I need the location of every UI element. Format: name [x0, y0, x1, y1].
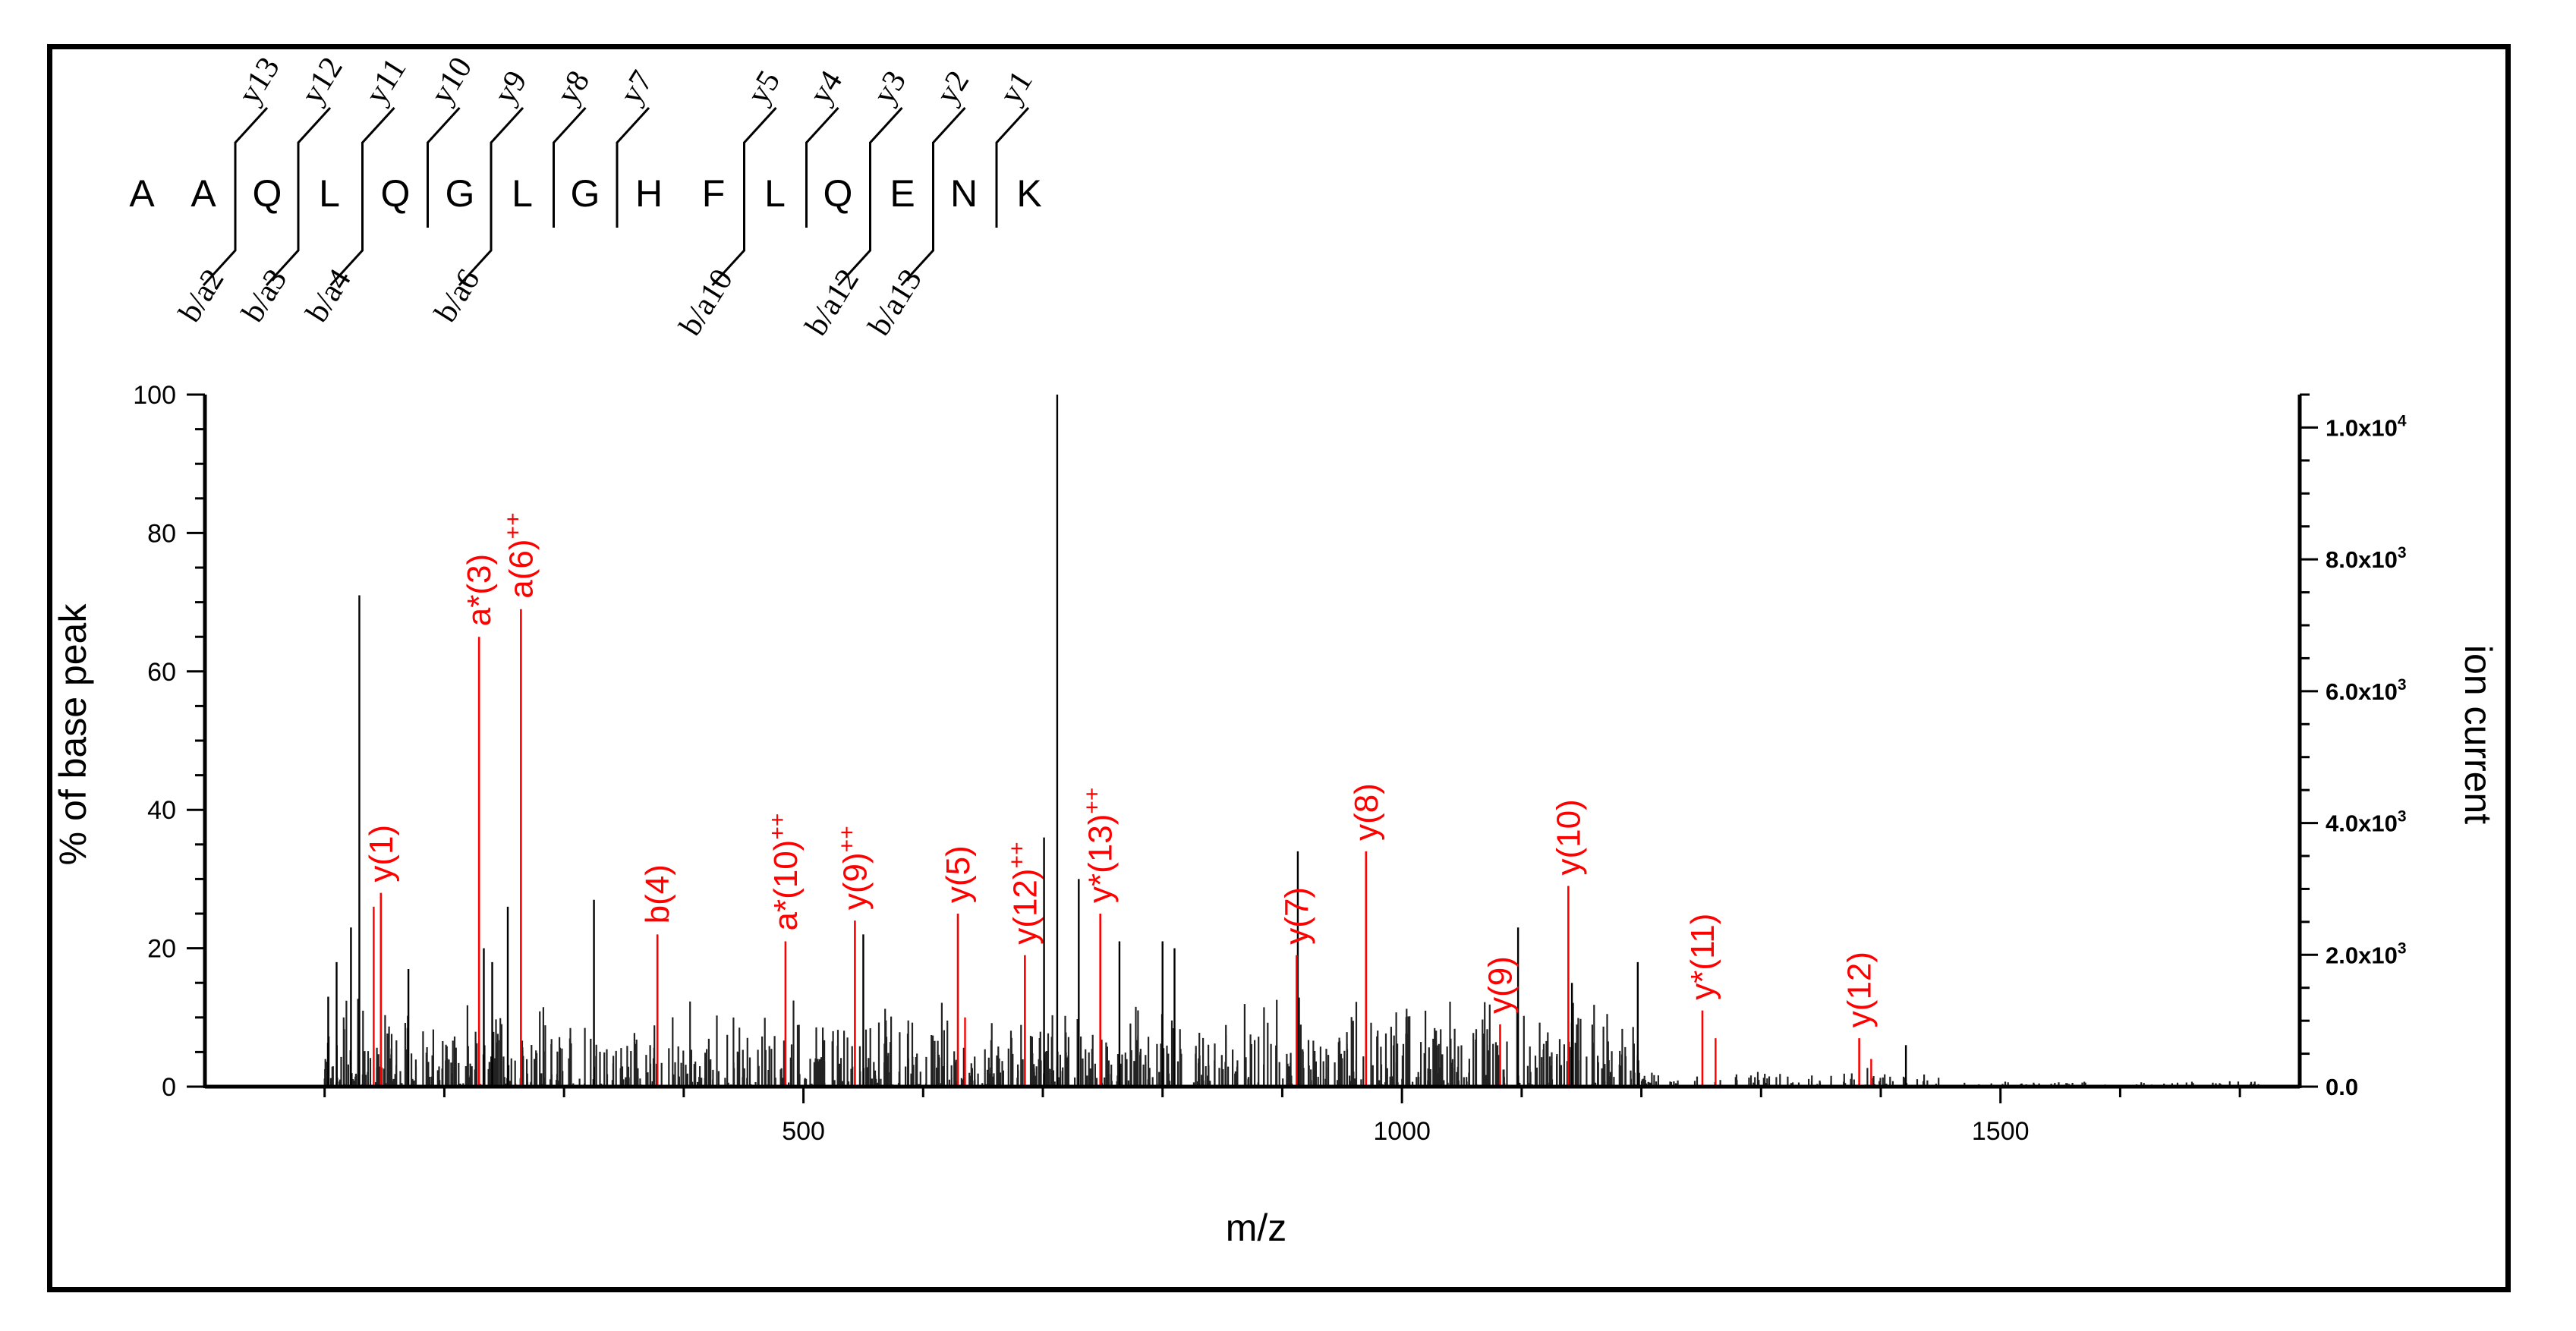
residue: L — [764, 172, 786, 215]
chart-axes: 500 1000 1500 0 20 40 60 80 100 0.0 2.0x103 4.0x103… — [133, 381, 2407, 1146]
residue: E — [890, 172, 915, 215]
spectrum-noise-peaks — [323, 997, 2262, 1087]
charge-superscript: ++ — [1004, 842, 1029, 868]
y-ion-label: y13 — [231, 51, 286, 110]
y-left-tick-label: 100 — [133, 381, 176, 410]
y-ion-label: y2 — [930, 65, 976, 110]
b-ion-marker — [711, 165, 745, 287]
residue: G — [446, 172, 475, 215]
peak-label: a(6)++ — [500, 512, 540, 598]
y-left-tick-label: 20 — [147, 935, 176, 964]
tick-exponent: 3 — [2398, 676, 2407, 694]
b-ion-marker — [458, 165, 493, 287]
peak-label: a*(10)++ — [765, 813, 805, 931]
axis-labels: m/z % of base peak ion current — [52, 603, 2499, 1249]
charge-superscript: ++ — [834, 826, 859, 852]
x-tick-label: 500 — [782, 1117, 825, 1146]
residue: K — [1016, 172, 1041, 215]
y-ion-marker — [616, 106, 650, 228]
peak-label: y(12) — [1841, 952, 1878, 1027]
y-left-tick-label: 40 — [147, 796, 176, 825]
b-ion-label: b/a6 — [428, 263, 487, 329]
tick-exponent: 3 — [2398, 544, 2407, 562]
residue: F — [702, 172, 726, 215]
residue: H — [635, 172, 663, 215]
y-right-tick-label: 0.0 — [2326, 1074, 2358, 1100]
y-right-tick-label: 4.0x103 — [2326, 808, 2407, 837]
y-right-tick-label: 2.0x103 — [2326, 939, 2407, 968]
y-ion-label: y11 — [359, 52, 414, 110]
residue: L — [512, 172, 533, 215]
y-ion-label: y4 — [803, 65, 849, 110]
peak-label: y(12)++ — [1004, 842, 1044, 944]
residue: Q — [824, 172, 853, 215]
peak-label: b(4) — [639, 864, 676, 924]
residue: A — [191, 172, 216, 215]
x-axis-label: m/z — [1226, 1207, 1287, 1249]
y-left-tick-label: 0 — [162, 1073, 176, 1102]
y-ion-label: y12 — [294, 51, 349, 110]
y-ion-marker — [995, 106, 1030, 228]
tick-exponent: 4 — [2398, 412, 2407, 430]
y-ion-label: y7 — [613, 65, 660, 110]
y-right-tick-label: 1.0x104 — [2326, 412, 2407, 441]
x-tick-label: 1500 — [1972, 1117, 2030, 1146]
b-ion-marker — [900, 165, 934, 287]
b-ion-marker — [202, 165, 237, 287]
charge-superscript: ++ — [765, 813, 790, 840]
residue: Q — [253, 172, 282, 215]
y-ion-label: y9 — [487, 65, 534, 110]
b-ion-label: b/a10 — [673, 263, 740, 342]
y-ion-marker — [805, 106, 839, 228]
residue: Q — [381, 172, 411, 215]
peak-label: y*(11) — [1684, 914, 1721, 1000]
b-ion-label: b/a4 — [300, 263, 358, 329]
y-right-tick-label: 8.0x103 — [2326, 544, 2407, 573]
y-ion-label: y8 — [550, 65, 597, 110]
matched-ion-peaks: y(1)a*(3) a(6)++b(4) a*(10)++y(9)++y(5) y(1… — [363, 512, 1878, 1087]
y-ion-marker — [553, 106, 587, 228]
spectrum-major-peaks — [327, 395, 1907, 1087]
residue: A — [129, 172, 155, 215]
y-axis-right-label: ion current — [2457, 645, 2499, 824]
b-ion-marker — [329, 165, 364, 287]
noise-peaks — [323, 997, 2262, 1087]
y-ion-label: y3 — [867, 65, 913, 110]
b-ion-marker — [837, 165, 871, 287]
b-ion-label: b/a3 — [235, 263, 294, 329]
tick-exponent: 3 — [2398, 939, 2407, 957]
residue: G — [571, 172, 600, 215]
peak-label: y(1) — [363, 825, 400, 883]
b-ion-marker — [265, 165, 300, 287]
peak-label: y(9) — [1482, 956, 1519, 1014]
residue: N — [950, 172, 978, 215]
tick-exponent: 3 — [2398, 808, 2407, 826]
peak-label: a*(3) — [461, 554, 498, 626]
peak-label: y(5) — [940, 845, 977, 903]
charge-superscript: ++ — [500, 512, 525, 539]
y-ion-label: y10 — [424, 51, 479, 110]
y-left-tick-label: 80 — [147, 519, 176, 548]
y-ion-label: y1 — [993, 65, 1039, 110]
charge-superscript: ++ — [1080, 788, 1105, 814]
residue: L — [319, 172, 340, 215]
peak-label: y(10) — [1550, 799, 1587, 875]
b-ion-label: b/a13 — [862, 263, 929, 342]
peak-label: y*(13)++ — [1080, 788, 1120, 903]
b-ion-label: b/a2 — [172, 263, 231, 329]
b-ion-label: b/a12 — [799, 263, 866, 342]
peak-label: y(8) — [1348, 783, 1385, 841]
y-left-tick-label: 60 — [147, 658, 176, 687]
y-right-tick-label: 6.0x103 — [2326, 676, 2407, 705]
x-tick-label: 1000 — [1373, 1117, 1431, 1146]
peak-label: y(7) — [1278, 887, 1315, 945]
y-ion-marker — [427, 106, 461, 228]
y-ion-label: y5 — [741, 65, 787, 110]
y-axis-left-label: % of base peak — [52, 603, 94, 866]
peak-label: y(9)++ — [834, 826, 874, 910]
